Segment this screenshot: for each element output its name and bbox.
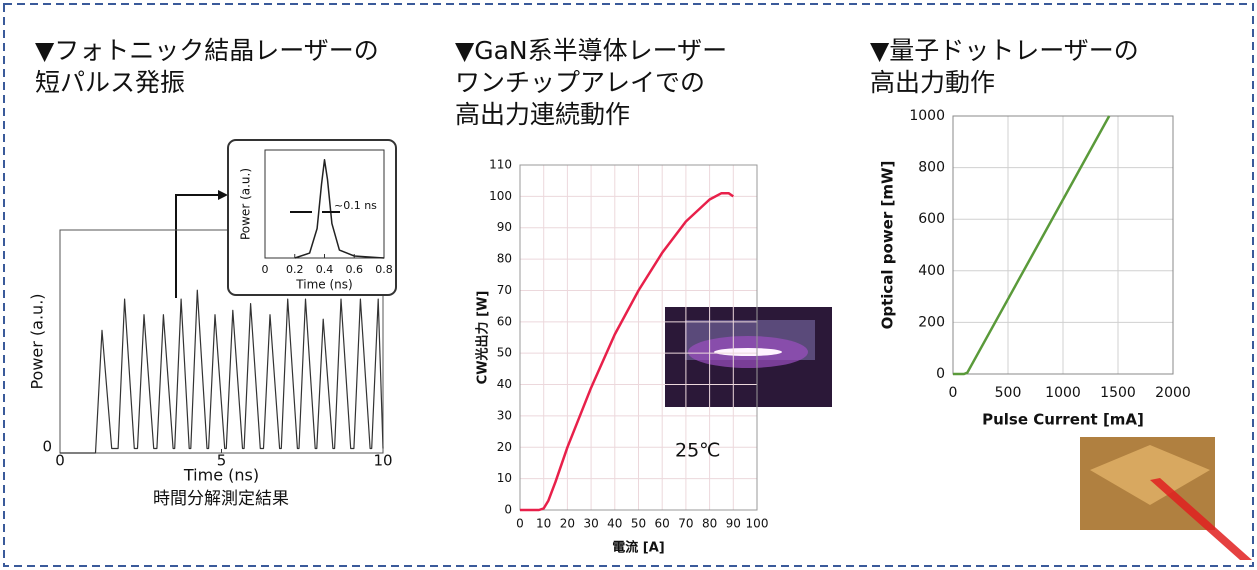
x-tick-label: 20 — [560, 517, 575, 531]
x-tick-label: 40 — [607, 517, 622, 531]
y-tick-label: 600 — [918, 211, 945, 227]
y-axis-label: Optical power [mW] — [879, 161, 897, 330]
y-tick-label: 30 — [497, 408, 512, 422]
plot-frame — [59, 229, 384, 454]
plot-frame — [519, 164, 758, 511]
y-tick-label: 400 — [918, 263, 945, 279]
x-tick-label: 90 — [726, 517, 741, 531]
x-axis-label: Time (ns) — [183, 466, 259, 485]
plot-frame — [952, 115, 1174, 375]
y-tick-label: 0 — [936, 366, 945, 382]
x-tick-label: 0.6 — [346, 263, 364, 276]
x-tick-label: 100 — [746, 517, 769, 531]
x-tick-label: 70 — [678, 517, 693, 531]
chart-title: 高出力連続動作 — [455, 100, 630, 129]
dashed-frame — [3, 3, 1254, 567]
x-axis-label: Time (ns) — [295, 278, 352, 292]
arrow-head — [218, 190, 228, 200]
x-tick-label: 0.2 — [286, 263, 304, 276]
y-axis-label: CW光出力 [W] — [475, 291, 491, 385]
x-tick-label: 60 — [655, 517, 670, 531]
y-tick-label: 80 — [497, 252, 512, 266]
y-tick-label: 0 — [504, 503, 512, 517]
y-tick-label: 1000 — [909, 108, 945, 124]
annotation: 25℃ — [675, 440, 721, 462]
x-tick-label: 10 — [536, 517, 551, 531]
y-tick-label: 100 — [489, 189, 512, 203]
chart-title: ▼量子ドットレーザーの — [870, 36, 1139, 65]
y-tick-label: 200 — [918, 314, 945, 330]
data-line — [953, 115, 1111, 376]
device-photo — [1080, 437, 1252, 560]
data-line — [294, 159, 385, 259]
x-tick-label: 10 — [373, 452, 392, 470]
x-tick-label: 0 — [262, 263, 269, 276]
annotation: ~0.1 ns — [334, 199, 377, 212]
chart-title: ▼GaN系半導体レーザー — [455, 36, 727, 65]
y-tick-label: 40 — [497, 377, 512, 391]
x-tick-label: 0 — [516, 517, 524, 531]
y-tick-label: 10 — [497, 471, 512, 485]
chart-title: 高出力動作 — [870, 68, 995, 97]
x-tick-label: 0 — [55, 452, 65, 470]
x-tick-label: 2000 — [1155, 385, 1191, 401]
chart-title: ▼フォトニック結晶レーザーの — [35, 36, 379, 65]
laser-photo — [665, 307, 832, 407]
plot-frame — [264, 149, 385, 259]
x-axis-label: Pulse Current [mA] — [982, 411, 1144, 429]
x-tick-label: 500 — [995, 385, 1022, 401]
y-tick-label: 50 — [497, 346, 512, 360]
caption: 時間分解測定結果 — [153, 489, 289, 509]
x-tick-label: 0.4 — [316, 263, 334, 276]
y-tick-label: 60 — [497, 314, 512, 328]
x-tick-label: 0 — [949, 385, 958, 401]
x-tick-label: 80 — [702, 517, 717, 531]
inset-pointer — [175, 194, 226, 298]
chart-title: ワンチップアレイでの — [455, 68, 705, 97]
x-tick-label: 1500 — [1100, 385, 1136, 401]
x-tick-label: 5 — [217, 452, 227, 470]
x-axis-label: 電流 [A] — [612, 540, 664, 556]
x-tick-label: 0.8 — [375, 263, 393, 276]
y-axis-label: Power (a.u.) — [239, 168, 253, 240]
x-tick-label: 1000 — [1045, 385, 1081, 401]
x-tick-label: 50 — [631, 517, 646, 531]
y-tick-label: 800 — [918, 160, 945, 176]
y-tick-label: 90 — [497, 220, 512, 234]
x-tick-label: 30 — [583, 517, 598, 531]
y-tick-label: 110 — [489, 158, 512, 172]
y-tick-label: 70 — [497, 283, 512, 297]
inset-box — [227, 139, 397, 296]
data-line — [60, 289, 384, 454]
y-axis-label: Power (a.u.) — [28, 293, 47, 389]
y-tick-label: 0 — [42, 438, 52, 456]
chart-title: 短パルス発振 — [35, 68, 185, 97]
data-line — [520, 191, 735, 512]
y-tick-label: 20 — [497, 440, 512, 454]
